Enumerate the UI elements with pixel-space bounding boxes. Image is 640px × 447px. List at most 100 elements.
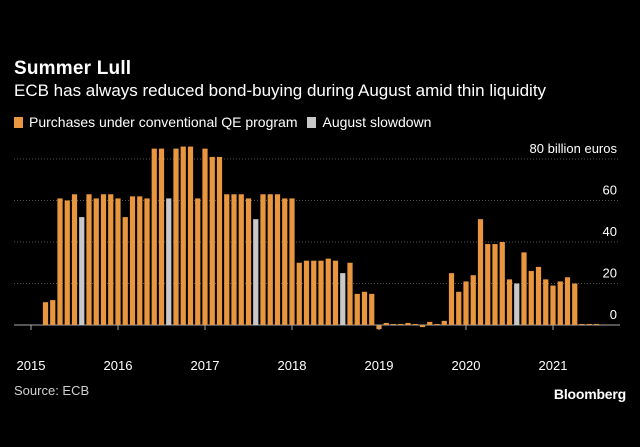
x-tick-label: 2018 <box>278 358 307 373</box>
bar-2018-03 <box>303 260 310 325</box>
bar-2018-05 <box>318 260 324 325</box>
bar-2020-07 <box>506 279 513 325</box>
bar-2017-07 <box>245 198 252 325</box>
bar-august-2015-08 <box>79 217 85 325</box>
bar-2020-04 <box>485 244 491 325</box>
x-tick-label: 2021 <box>539 358 568 373</box>
bar-2021-02 <box>557 281 563 325</box>
bar-2017-03 <box>216 156 223 325</box>
bar-2020-10 <box>528 271 534 325</box>
bar-2020-02 <box>470 275 476 325</box>
y-axis-labels: 0 20 40 60 80 billion euros <box>530 141 618 322</box>
bar-2018-10 <box>354 293 360 326</box>
chart-title: Summer Lull <box>14 58 132 79</box>
bar-2020-05 <box>492 244 498 325</box>
bar-2019-07 <box>419 325 426 328</box>
bar-2016-02 <box>122 217 128 325</box>
bar-2019-12 <box>456 291 462 325</box>
bar-2019-03 <box>390 323 397 325</box>
bar-2021-01 <box>550 285 556 325</box>
bar-2021-05 <box>579 323 585 325</box>
bar-2017-09 <box>260 194 266 325</box>
bar-2021-07 <box>593 323 600 325</box>
bar-2017-01 <box>202 148 208 325</box>
bar-2020-09 <box>521 252 527 326</box>
x-tick-label: 2015 <box>17 358 46 373</box>
x-axis-labels: 2015 2016 2017 2018 2019 2020 2021 <box>17 325 568 373</box>
legend-item-august: August slowdown <box>307 114 431 130</box>
y-tick-label: 80 billion euros <box>530 141 618 156</box>
bar-2016-11 <box>187 146 194 325</box>
y-tick-label: 60 <box>603 183 617 198</box>
y-tick-label: 20 <box>603 266 617 281</box>
bar-2019-05 <box>405 322 411 325</box>
x-tick-label: 2017 <box>191 358 220 373</box>
bar-2020-11 <box>535 266 542 325</box>
y-tick-label: 40 <box>603 224 617 239</box>
bar-2019-06 <box>412 323 418 325</box>
bar-august-2017-08 <box>253 219 259 325</box>
bar-2021-03 <box>564 277 571 325</box>
bar-2016-07 <box>158 148 165 325</box>
bar-2017-02 <box>209 156 215 325</box>
x-tick-label: 2019 <box>365 358 394 373</box>
bar-2015-11 <box>100 194 107 325</box>
bar-2016-10 <box>180 146 186 325</box>
bar-2018-01 <box>289 198 295 325</box>
legend-swatch-august <box>307 116 317 128</box>
legend: Purchases under conventional QE program … <box>14 114 441 130</box>
bar-2015-04 <box>50 300 56 325</box>
bar-2018-12 <box>369 293 375 326</box>
bar-2016-06 <box>151 148 157 325</box>
bar-2020-01 <box>463 281 469 325</box>
bar-2020-12 <box>543 279 549 325</box>
bar-2015-06 <box>64 200 70 325</box>
bar-2021-06 <box>586 323 592 325</box>
legend-swatch-purchases <box>14 116 23 128</box>
bar-2018-11 <box>361 291 368 325</box>
bar-2018-02 <box>296 262 302 325</box>
bar-2017-05 <box>231 194 237 325</box>
bar-august-2018-08 <box>340 273 346 326</box>
bar-2016-12 <box>195 198 201 325</box>
bar-2019-10 <box>441 320 447 325</box>
bar-2015-07 <box>71 194 78 325</box>
bar-2017-06 <box>238 194 244 325</box>
bar-2015-03 <box>42 302 49 325</box>
bar-august-2016-08 <box>166 198 172 325</box>
x-tick-label: 2016 <box>104 358 133 373</box>
bar-2016-09 <box>173 148 179 325</box>
bar-2019-09 <box>434 323 440 325</box>
bar-2015-05 <box>57 198 63 325</box>
bar-2017-10 <box>267 194 273 325</box>
bar-2021-04 <box>572 283 578 325</box>
bar-2017-04 <box>224 194 230 325</box>
chart-subtitle: ECB has always reduced bond-buying durin… <box>14 81 547 100</box>
bar-2016-05 <box>144 198 150 325</box>
bar-2017-11 <box>274 194 281 325</box>
legend-item-purchases: Purchases under conventional QE program <box>14 114 297 130</box>
bar-2016-04 <box>137 196 143 325</box>
bar-2016-03 <box>129 196 136 325</box>
bar-2018-06 <box>325 258 331 325</box>
y-tick-label: 0 <box>610 307 617 322</box>
bar-2015-12 <box>108 194 114 325</box>
bar-2019-08 <box>427 321 433 325</box>
bar-2016-01 <box>115 198 121 325</box>
bar-2019-04 <box>398 323 404 325</box>
bar-2018-07 <box>332 260 339 325</box>
bar-2018-04 <box>311 260 317 325</box>
bar-2015-09 <box>86 194 92 325</box>
legend-label-purchases: Purchases under conventional QE program <box>29 114 298 130</box>
bar-2015-10 <box>93 198 99 325</box>
bar-2020-03 <box>477 219 484 325</box>
legend-label-august: August slowdown <box>322 114 432 130</box>
bar-2017-12 <box>282 198 288 325</box>
bar-2019-11 <box>448 273 455 326</box>
bar-august-2020-08 <box>514 283 520 325</box>
bloomberg-logo: Bloomberg <box>553 386 626 402</box>
bars <box>42 146 600 330</box>
bar-2019-02 <box>383 322 389 325</box>
bar-2018-09 <box>347 262 353 325</box>
